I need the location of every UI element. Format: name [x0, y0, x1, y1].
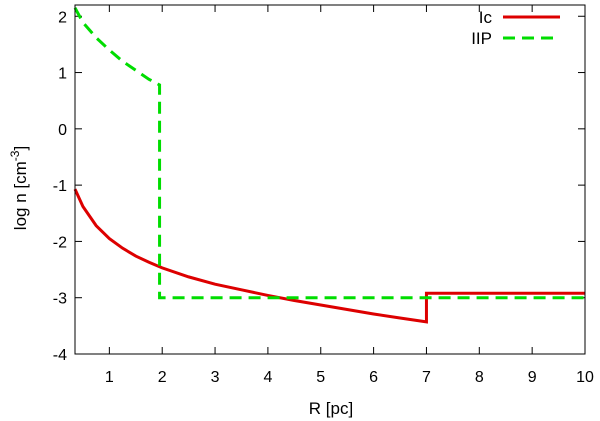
- y-axis-label-close: ]: [11, 146, 30, 151]
- x-tick-label: 1: [105, 369, 114, 386]
- series-line-ic: [73, 188, 585, 324]
- x-tick-label: 2: [158, 369, 167, 386]
- x-tick-label: 7: [422, 369, 431, 386]
- x-tick-label: 9: [528, 369, 537, 386]
- y-tick-label: -3: [53, 291, 67, 308]
- x-tick-label: 3: [211, 369, 220, 386]
- plot-frame: [74, 4, 586, 355]
- x-tick-label: 6: [369, 369, 378, 386]
- legend: Ic IIP: [471, 8, 560, 48]
- y-axis-label: log n [cm-3]: [8, 146, 30, 230]
- x-tick-label: 5: [316, 369, 325, 386]
- y-tick-label: -2: [53, 234, 67, 251]
- x-axis-label: R [pc]: [309, 399, 353, 418]
- y-tick-label: -4: [53, 347, 67, 364]
- y-tick-label: 0: [58, 122, 67, 139]
- y-tick-label: -1: [53, 178, 67, 195]
- x-tick-label: 4: [263, 369, 272, 386]
- y-tick-label: 2: [58, 9, 67, 26]
- tick-marks: [75, 5, 586, 355]
- series-line-iip: [73, 7, 585, 300]
- legend-label-ic: Ic: [479, 8, 493, 27]
- x-tick-label: 8: [475, 369, 484, 386]
- y-tick-label: 1: [58, 66, 67, 83]
- y-axis-label-base: log n [cm: [11, 161, 30, 230]
- x-tick-label: 10: [576, 369, 594, 386]
- legend-label-iip: IIP: [471, 29, 492, 48]
- y-axis-label-superscript: -3: [8, 150, 22, 161]
- series-layer: [73, 7, 585, 324]
